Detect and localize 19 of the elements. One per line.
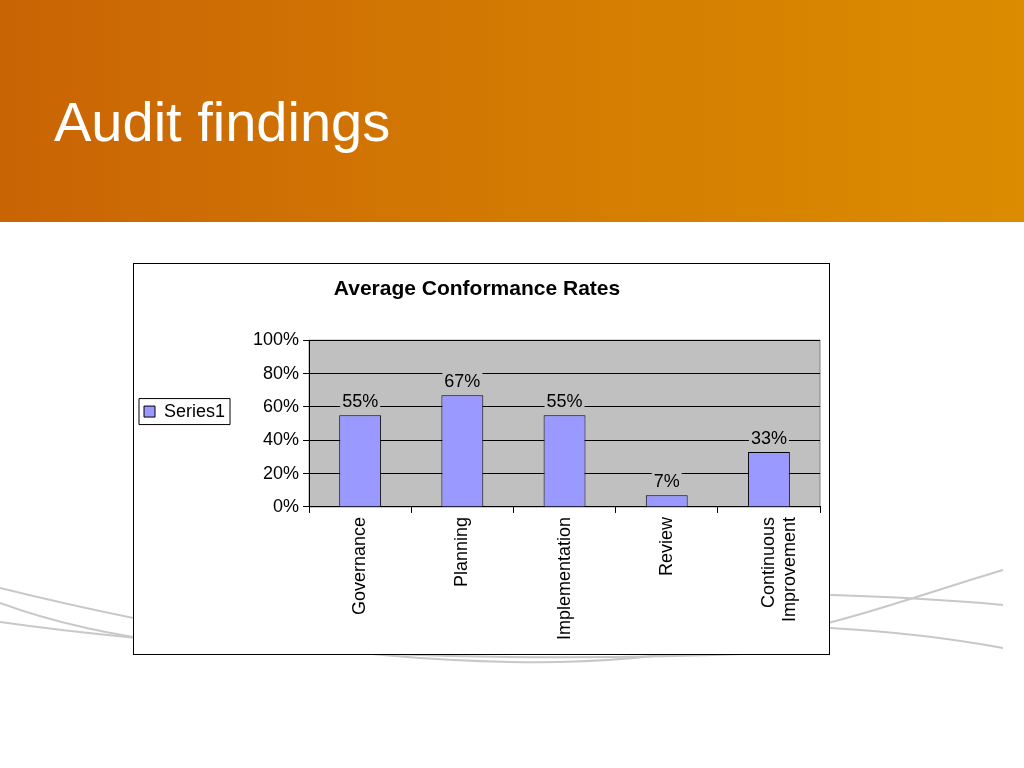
y-tick-label: 100% bbox=[253, 329, 300, 350]
chart-title: Audit findings bbox=[54, 90, 391, 153]
x-tick-label: Review bbox=[655, 515, 676, 576]
y-tick-label: 0% bbox=[273, 495, 300, 516]
data-label: 7% bbox=[653, 471, 680, 492]
x-tick-label: Governance bbox=[349, 516, 370, 615]
data-label: 67% bbox=[444, 371, 481, 392]
data-label: 33% bbox=[750, 427, 787, 448]
chart-subtitle: Average Conformance Rates bbox=[333, 276, 621, 300]
data-label: 55% bbox=[546, 391, 583, 412]
x-tick-label: Continuous Improvement bbox=[757, 516, 800, 622]
x-tick-label: Planning bbox=[451, 516, 472, 587]
y-tick-label: 20% bbox=[263, 462, 300, 483]
y-tick-label: 40% bbox=[263, 429, 300, 450]
y-tick-label: 80% bbox=[263, 362, 300, 383]
y-tick-label: 60% bbox=[263, 395, 300, 416]
x-tick-label: Implementation bbox=[553, 516, 574, 641]
data-label: 55% bbox=[342, 391, 379, 412]
legend-label: Series1 bbox=[164, 400, 226, 421]
